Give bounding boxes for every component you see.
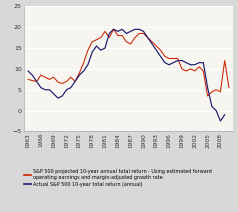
- S&P 500 projected 10-year annual total return - Using estimated forward
operating earnings and margin-adjusted growth rate: [52, 76, 55, 78]
- Actual S&P 500 10-year total return (annual): [27, 70, 30, 72]
- Actual S&P 500 10-year total return (annual): [223, 113, 226, 116]
- Line: Actual S&P 500 10-year total return (annual): Actual S&P 500 10-year total return (ann…: [28, 29, 225, 121]
- Actual S&P 500 10-year total return (annual): [146, 36, 149, 39]
- Actual S&P 500 10-year total return (annual): [82, 70, 85, 72]
- S&P 500 projected 10-year annual total return - Using estimated forward
operating earnings and margin-adjusted growth rate: [189, 68, 192, 70]
- S&P 500 projected 10-year annual total return - Using estimated forward
operating earnings and margin-adjusted growth rate: [146, 36, 149, 39]
- Legend: S&P 500 projected 10-year annual total return - Using estimated forward
operatin: S&P 500 projected 10-year annual total r…: [24, 169, 212, 187]
- S&P 500 projected 10-year annual total return - Using estimated forward
operating earnings and margin-adjusted growth rate: [151, 40, 154, 43]
- S&P 500 projected 10-year annual total return - Using estimated forward
operating earnings and margin-adjusted growth rate: [215, 88, 218, 91]
- S&P 500 projected 10-year annual total return - Using estimated forward
operating earnings and margin-adjusted growth rate: [185, 70, 188, 72]
- S&P 500 projected 10-year annual total return - Using estimated forward
operating earnings and margin-adjusted growth rate: [74, 80, 77, 83]
- Actual S&P 500 10-year total return (annual): [74, 80, 77, 83]
- Actual S&P 500 10-year total return (annual): [206, 86, 209, 89]
- S&P 500 projected 10-year annual total return - Using estimated forward
operating earnings and margin-adjusted growth rate: [65, 80, 68, 83]
- Actual S&P 500 10-year total return (annual): [40, 86, 42, 89]
- Actual S&P 500 10-year total return (annual): [116, 30, 119, 33]
- Actual S&P 500 10-year total return (annual): [86, 63, 89, 66]
- S&P 500 projected 10-year annual total return - Using estimated forward
operating earnings and margin-adjusted growth rate: [57, 81, 60, 84]
- S&P 500 projected 10-year annual total return - Using estimated forward
operating earnings and margin-adjusted growth rate: [61, 82, 64, 85]
- Actual S&P 500 10-year total return (annual): [210, 105, 213, 108]
- S&P 500 projected 10-year annual total return - Using estimated forward
operating earnings and margin-adjusted growth rate: [138, 32, 141, 35]
- Actual S&P 500 10-year total return (annual): [202, 61, 205, 64]
- S&P 500 projected 10-year annual total return - Using estimated forward
operating earnings and margin-adjusted growth rate: [27, 78, 30, 81]
- S&P 500 projected 10-year annual total return - Using estimated forward
operating earnings and margin-adjusted growth rate: [121, 34, 124, 37]
- S&P 500 projected 10-year annual total return - Using estimated forward
operating earnings and margin-adjusted growth rate: [104, 30, 106, 33]
- S&P 500 projected 10-year annual total return - Using estimated forward
operating earnings and margin-adjusted growth rate: [193, 70, 196, 72]
- Actual S&P 500 10-year total return (annual): [65, 88, 68, 91]
- S&P 500 projected 10-year annual total return - Using estimated forward
operating earnings and margin-adjusted growth rate: [78, 72, 81, 74]
- Actual S&P 500 10-year total return (annual): [159, 55, 162, 58]
- S&P 500 projected 10-year annual total return - Using estimated forward
operating earnings and margin-adjusted growth rate: [198, 66, 200, 68]
- S&P 500 projected 10-year annual total return - Using estimated forward
operating earnings and margin-adjusted growth rate: [223, 59, 226, 62]
- S&P 500 projected 10-year annual total return - Using estimated forward
operating earnings and margin-adjusted growth rate: [228, 86, 230, 89]
- Actual S&P 500 10-year total return (annual): [52, 93, 55, 95]
- Actual S&P 500 10-year total return (annual): [35, 80, 38, 83]
- S&P 500 projected 10-year annual total return - Using estimated forward
operating earnings and margin-adjusted growth rate: [202, 70, 205, 72]
- S&P 500 projected 10-year annual total return - Using estimated forward
operating earnings and margin-adjusted growth rate: [125, 40, 128, 43]
- S&P 500 projected 10-year annual total return - Using estimated forward
operating earnings and margin-adjusted growth rate: [108, 36, 111, 39]
- Actual S&P 500 10-year total return (annual): [57, 97, 60, 99]
- S&P 500 projected 10-year annual total return - Using estimated forward
operating earnings and margin-adjusted growth rate: [155, 45, 158, 47]
- Actual S&P 500 10-year total return (annual): [193, 63, 196, 66]
- Actual S&P 500 10-year total return (annual): [189, 63, 192, 66]
- Actual S&P 500 10-year total return (annual): [172, 61, 175, 64]
- S&P 500 projected 10-year annual total return - Using estimated forward
operating earnings and margin-adjusted growth rate: [99, 36, 102, 39]
- S&P 500 projected 10-year annual total return - Using estimated forward
operating earnings and margin-adjusted growth rate: [168, 57, 171, 60]
- S&P 500 projected 10-year annual total return - Using estimated forward
operating earnings and margin-adjusted growth rate: [69, 76, 72, 78]
- Actual S&P 500 10-year total return (annual): [99, 49, 102, 52]
- S&P 500 projected 10-year annual total return - Using estimated forward
operating earnings and margin-adjusted growth rate: [116, 34, 119, 37]
- S&P 500 projected 10-year annual total return - Using estimated forward
operating earnings and margin-adjusted growth rate: [44, 76, 47, 78]
- S&P 500 projected 10-year annual total return - Using estimated forward
operating earnings and margin-adjusted growth rate: [48, 78, 51, 81]
- Actual S&P 500 10-year total return (annual): [121, 28, 124, 31]
- Actual S&P 500 10-year total return (annual): [219, 120, 222, 122]
- Actual S&P 500 10-year total return (annual): [108, 32, 111, 35]
- Actual S&P 500 10-year total return (annual): [142, 30, 145, 33]
- S&P 500 projected 10-year annual total return - Using estimated forward
operating earnings and margin-adjusted growth rate: [159, 49, 162, 52]
- S&P 500 projected 10-year annual total return - Using estimated forward
operating earnings and margin-adjusted growth rate: [35, 80, 38, 83]
- S&P 500 projected 10-year annual total return - Using estimated forward
operating earnings and margin-adjusted growth rate: [95, 38, 98, 41]
- Actual S&P 500 10-year total return (annual): [129, 30, 132, 33]
- S&P 500 projected 10-year annual total return - Using estimated forward
operating earnings and margin-adjusted growth rate: [31, 79, 34, 82]
- Actual S&P 500 10-year total return (annual): [69, 86, 72, 89]
- Actual S&P 500 10-year total return (annual): [125, 32, 128, 35]
- S&P 500 projected 10-year annual total return - Using estimated forward
operating earnings and margin-adjusted growth rate: [82, 61, 85, 64]
- Actual S&P 500 10-year total return (annual): [155, 49, 158, 52]
- S&P 500 projected 10-year annual total return - Using estimated forward
operating earnings and margin-adjusted growth rate: [129, 43, 132, 45]
- S&P 500 projected 10-year annual total return - Using estimated forward
operating earnings and margin-adjusted growth rate: [142, 32, 145, 35]
- Actual S&P 500 10-year total return (annual): [78, 74, 81, 77]
- S&P 500 projected 10-year annual total return - Using estimated forward
operating earnings and margin-adjusted growth rate: [210, 91, 213, 93]
- Actual S&P 500 10-year total return (annual): [176, 59, 179, 62]
- S&P 500 projected 10-year annual total return - Using estimated forward
operating earnings and margin-adjusted growth rate: [206, 95, 209, 97]
- Actual S&P 500 10-year total return (annual): [215, 109, 218, 112]
- S&P 500 projected 10-year annual total return - Using estimated forward
operating earnings and margin-adjusted growth rate: [172, 57, 175, 60]
- Actual S&P 500 10-year total return (annual): [91, 51, 94, 53]
- Actual S&P 500 10-year total return (annual): [198, 61, 200, 64]
- Actual S&P 500 10-year total return (annual): [31, 74, 34, 77]
- Actual S&P 500 10-year total return (annual): [44, 88, 47, 91]
- Actual S&P 500 10-year total return (annual): [48, 88, 51, 91]
- S&P 500 projected 10-year annual total return - Using estimated forward
operating earnings and margin-adjusted growth rate: [86, 49, 89, 52]
- Actual S&P 500 10-year total return (annual): [180, 59, 183, 62]
- Actual S&P 500 10-year total return (annual): [95, 45, 98, 47]
- Actual S&P 500 10-year total return (annual): [185, 61, 188, 64]
- Actual S&P 500 10-year total return (annual): [151, 43, 154, 45]
- S&P 500 projected 10-year annual total return - Using estimated forward
operating earnings and margin-adjusted growth rate: [219, 91, 222, 93]
- S&P 500 projected 10-year annual total return - Using estimated forward
operating earnings and margin-adjusted growth rate: [164, 55, 166, 58]
- Actual S&P 500 10-year total return (annual): [104, 47, 106, 49]
- S&P 500 projected 10-year annual total return - Using estimated forward
operating earnings and margin-adjusted growth rate: [176, 57, 179, 60]
- Actual S&P 500 10-year total return (annual): [164, 61, 166, 64]
- S&P 500 projected 10-year annual total return - Using estimated forward
operating earnings and margin-adjusted growth rate: [134, 36, 136, 39]
- Actual S&P 500 10-year total return (annual): [134, 28, 136, 31]
- S&P 500 projected 10-year annual total return - Using estimated forward
operating earnings and margin-adjusted growth rate: [180, 68, 183, 70]
- Actual S&P 500 10-year total return (annual): [61, 95, 64, 97]
- S&P 500 projected 10-year annual total return - Using estimated forward
operating earnings and margin-adjusted growth rate: [40, 74, 42, 77]
- Actual S&P 500 10-year total return (annual): [138, 28, 141, 31]
- S&P 500 projected 10-year annual total return - Using estimated forward
operating earnings and margin-adjusted growth rate: [91, 40, 94, 43]
- Line: S&P 500 projected 10-year annual total return - Using estimated forward
operating earnings and margin-adjusted growth rate: S&P 500 projected 10-year annual total r…: [28, 29, 229, 96]
- S&P 500 projected 10-year annual total return - Using estimated forward
operating earnings and margin-adjusted growth rate: [112, 28, 115, 31]
- Actual S&P 500 10-year total return (annual): [112, 28, 115, 31]
- Actual S&P 500 10-year total return (annual): [168, 63, 171, 66]
